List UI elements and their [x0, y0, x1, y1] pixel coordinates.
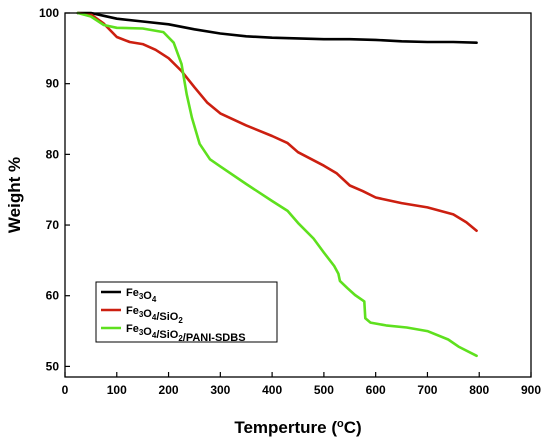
y-tick-label: 90: [46, 77, 60, 91]
x-tick-label: 500: [314, 383, 334, 397]
x-axis-title: Temperture (oC): [234, 418, 361, 437]
legend-label-1: Fe3O4: [126, 287, 157, 304]
x-tick-label: 800: [469, 383, 489, 397]
x-tick-label: 700: [417, 383, 437, 397]
y-axis-title: Weight %: [5, 157, 24, 233]
legend-box: [95, 281, 278, 343]
y-tick-label: 50: [46, 359, 60, 373]
x-tick-label: 200: [159, 383, 179, 397]
series-line-1: [76, 11, 478, 44]
x-tick-label: 900: [521, 383, 541, 397]
axis-ticks: [64, 12, 532, 377]
x-tick-label: 400: [262, 383, 282, 397]
series-line-3: [76, 11, 478, 358]
axis-tick-labels: 0 100 200 300 400 500 600 700 800 900 50 60 70 80 90 10…: [39, 6, 541, 397]
x-tick-label: 600: [366, 383, 386, 397]
y-tick-label: 80: [46, 147, 60, 161]
y-tick-label: 100: [39, 6, 59, 20]
legend-label-3: Fe3O4/SiO2/PANI-SDBS: [126, 323, 246, 344]
x-tick-label: 300: [210, 383, 230, 397]
y-tick-label: 70: [46, 218, 60, 232]
x-tick-label: 100: [107, 383, 127, 397]
legend-label-2: Fe3O4/SiO2: [126, 305, 183, 325]
plot-frame: [64, 12, 532, 378]
plot-lines: [76, 11, 478, 358]
y-tick-label: 60: [46, 289, 60, 303]
x-tick-label: 0: [62, 383, 69, 397]
series-line-2: [76, 11, 478, 232]
